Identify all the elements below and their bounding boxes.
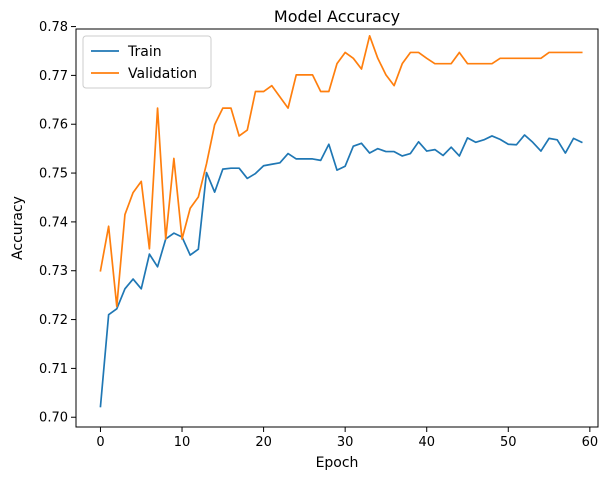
legend-box	[82, 35, 212, 89]
legend-label-train: Train	[127, 44, 162, 60]
y-tick-label: 0.77	[39, 69, 68, 84]
y-tick-label: 0.78	[39, 20, 68, 35]
plot-frame	[75, 28, 599, 428]
y-tick-label: 0.76	[39, 118, 68, 133]
y-tick-label: 0.73	[39, 264, 68, 279]
x-axis: 0 10 20 30 40 50 60	[96, 427, 598, 450]
x-tick-label: 30	[337, 435, 354, 450]
x-tick-label: 40	[418, 435, 435, 450]
x-axis-title: Epoch	[316, 455, 359, 471]
y-tick-label: 0.75	[39, 167, 68, 182]
y-tick-label: 0.71	[39, 362, 68, 377]
x-tick-label: 10	[174, 435, 191, 450]
plot-lines	[99, 34, 583, 408]
y-tick-label: 0.70	[39, 411, 68, 426]
x-tick-label: 0	[96, 435, 104, 450]
y-axis-title: Accuracy	[10, 196, 26, 260]
x-tick-label: 50	[500, 435, 517, 450]
series-line-validation	[99, 34, 583, 308]
y-tick-label: 0.74	[39, 215, 68, 230]
legend: Train Validation	[82, 35, 212, 89]
x-tick-label: 60	[582, 435, 599, 450]
chart-title: Model Accuracy	[274, 7, 400, 26]
legend-label-validation: Validation	[128, 66, 197, 82]
x-tick-label: 20	[255, 435, 272, 450]
y-tick-label: 0.72	[39, 313, 68, 328]
series-line-train	[99, 134, 583, 408]
y-axis: 0.70 0.71 0.72 0.73 0.74 0.75 0.76 0.77 0.78	[39, 20, 76, 426]
